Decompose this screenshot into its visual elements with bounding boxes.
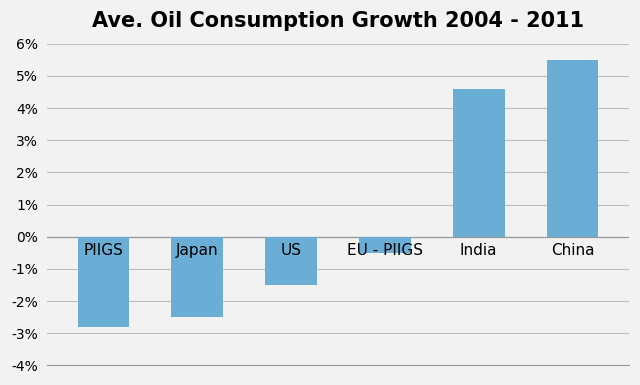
Text: PIIGS: PIIGS <box>83 243 124 258</box>
Bar <box>359 237 411 253</box>
Bar <box>172 237 223 317</box>
Text: US: US <box>280 243 301 258</box>
Text: India: India <box>460 243 497 258</box>
Text: Japan: Japan <box>176 243 218 258</box>
Bar <box>453 89 504 237</box>
Text: China: China <box>551 243 595 258</box>
Bar <box>265 237 317 285</box>
Bar <box>547 60 598 237</box>
Bar <box>77 237 129 327</box>
Title: Ave. Oil Consumption Growth 2004 - 2011: Ave. Oil Consumption Growth 2004 - 2011 <box>92 11 584 31</box>
Text: EU - PIIGS: EU - PIIGS <box>347 243 423 258</box>
